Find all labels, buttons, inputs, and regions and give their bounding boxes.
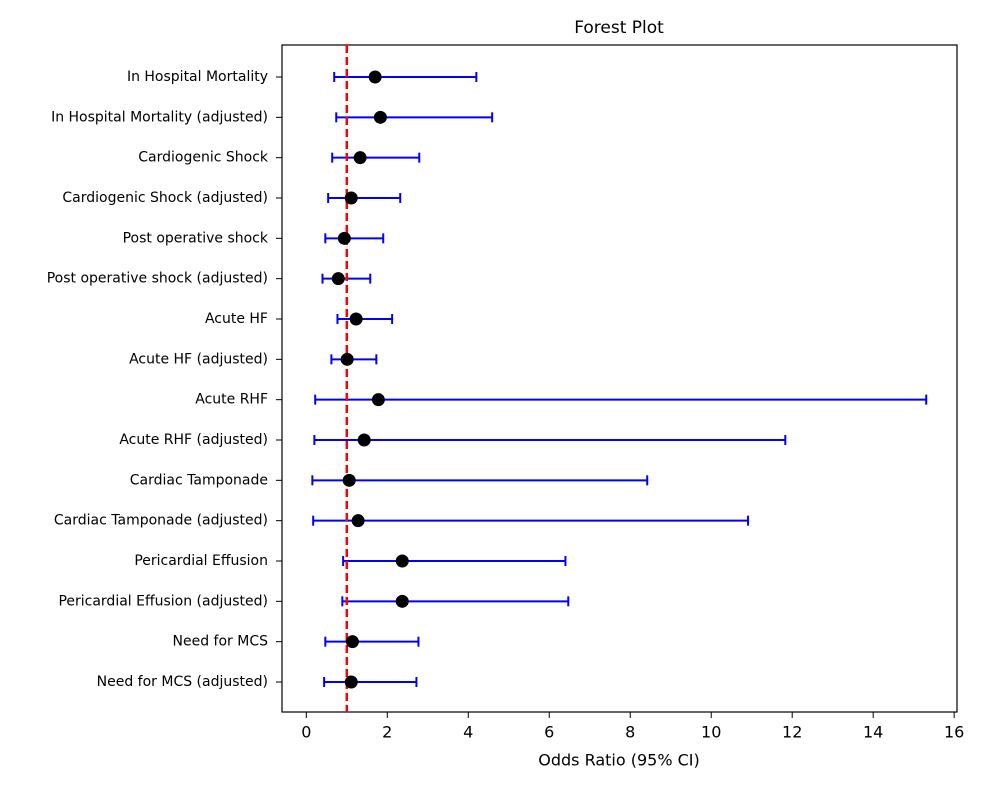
y-tick-label: Acute HF: [205, 311, 268, 327]
y-tick-label: Cardiogenic Shock (adjusted): [62, 190, 268, 206]
y-tick-label: Cardiac Tamponade (adjusted): [54, 513, 268, 529]
x-tick-label: 0: [301, 723, 311, 742]
point: [337, 231, 351, 245]
point: [340, 352, 354, 366]
x-tick-label: 4: [463, 723, 473, 742]
x-tick-label: 6: [544, 723, 554, 742]
point: [351, 514, 365, 528]
point: [395, 554, 409, 568]
point: [344, 675, 358, 689]
point: [344, 191, 358, 205]
plot-frame: [281, 44, 958, 713]
x-tick-label: 2: [382, 723, 392, 742]
point: [357, 433, 371, 447]
x-tick-label: 16: [944, 723, 964, 742]
point: [395, 594, 409, 608]
y-tick-label: Acute HF (adjusted): [129, 351, 268, 367]
y-tick-label: Cardiac Tamponade: [130, 472, 268, 488]
point: [345, 635, 359, 649]
point: [349, 312, 363, 326]
point: [331, 272, 345, 286]
x-tick-label: 8: [625, 723, 635, 742]
y-tick-label: In Hospital Mortality (adjusted): [51, 109, 268, 125]
y-tick-label: Pericardial Effusion (adjusted): [58, 593, 268, 609]
x-axis-label: Odds Ratio (95% CI): [538, 751, 700, 770]
point: [368, 70, 382, 84]
y-tick-label: Acute RHF: [195, 392, 268, 408]
y-tick-label: Need for MCS (adjusted): [97, 674, 268, 690]
point: [373, 110, 387, 124]
point: [371, 393, 385, 407]
x-tick-label: 14: [863, 723, 883, 742]
y-tick-label: Need for MCS: [173, 634, 269, 650]
point: [342, 473, 356, 487]
y-tick-label: Acute RHF (adjusted): [119, 432, 268, 448]
y-tick-label: Post operative shock: [123, 230, 269, 246]
x-tick-label: 12: [782, 723, 802, 742]
y-tick-label: Post operative shock (adjusted): [47, 271, 268, 287]
y-tick-label: Pericardial Effusion: [134, 553, 268, 569]
x-tick-label: 10: [701, 723, 721, 742]
point: [353, 151, 367, 165]
y-tick-label: Cardiogenic Shock: [138, 150, 269, 166]
y-tick-label: In Hospital Mortality: [127, 69, 268, 85]
chart-title: Forest Plot: [574, 18, 664, 38]
